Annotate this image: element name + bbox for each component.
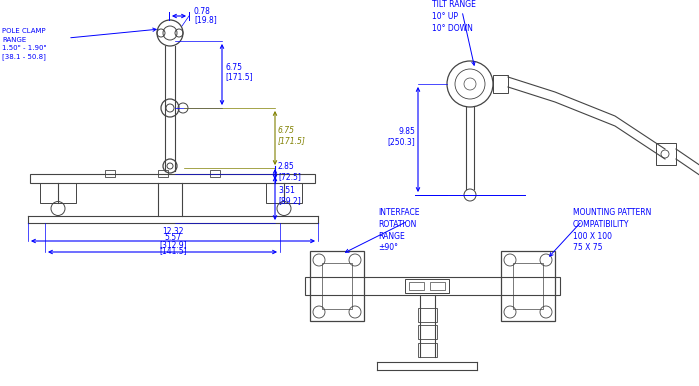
Text: [171.5]: [171.5]: [225, 73, 252, 81]
Text: [72.5]: [72.5]: [278, 172, 301, 181]
Text: [171.5]: [171.5]: [278, 136, 306, 145]
Bar: [305, 277, 560, 295]
Text: 6.75: 6.75: [225, 63, 242, 71]
Bar: [417, 325, 436, 339]
Text: POLE CLAMP
RANGE
1.50" - 1.90"
[38.1 - 50.8]: POLE CLAMP RANGE 1.50" - 1.90" [38.1 - 5…: [2, 28, 47, 60]
Bar: [210, 170, 220, 177]
Bar: [105, 170, 115, 177]
Bar: [30, 173, 315, 183]
Bar: [493, 75, 508, 93]
Text: [89.2]: [89.2]: [278, 196, 301, 205]
Text: [141.5]: [141.5]: [159, 246, 187, 255]
Text: 3.51: 3.51: [278, 186, 295, 195]
Text: 5.57: 5.57: [164, 233, 182, 242]
Bar: [409, 282, 424, 290]
Bar: [501, 251, 555, 321]
Text: 2.85: 2.85: [278, 162, 295, 171]
Text: [250.3]: [250.3]: [387, 137, 415, 147]
Bar: [310, 251, 364, 321]
Text: [19.8]: [19.8]: [194, 15, 217, 24]
Text: TILT RANGE
10° UP
10° DOWN: TILT RANGE 10° UP 10° DOWN: [432, 0, 476, 32]
Text: 9.85: 9.85: [398, 127, 415, 137]
Bar: [266, 183, 302, 203]
Bar: [430, 282, 445, 290]
Text: 12.32: 12.32: [162, 227, 184, 236]
Bar: [417, 308, 436, 322]
Bar: [158, 170, 168, 177]
Text: 6.75: 6.75: [278, 126, 295, 135]
Bar: [40, 183, 76, 203]
Bar: [656, 143, 676, 165]
Bar: [513, 263, 543, 309]
Text: [312.9]: [312.9]: [159, 240, 187, 249]
Bar: [405, 279, 449, 293]
Text: INTERFACE
ROTATION
RANGE
±90°: INTERFACE ROTATION RANGE ±90°: [378, 208, 419, 252]
Text: 0.78: 0.78: [194, 7, 211, 15]
Text: MOUNTING PATTERN
COMPATIBILITY
100 X 100
75 X 75: MOUNTING PATTERN COMPATIBILITY 100 X 100…: [573, 208, 651, 252]
Bar: [322, 263, 352, 309]
Bar: [417, 343, 436, 357]
